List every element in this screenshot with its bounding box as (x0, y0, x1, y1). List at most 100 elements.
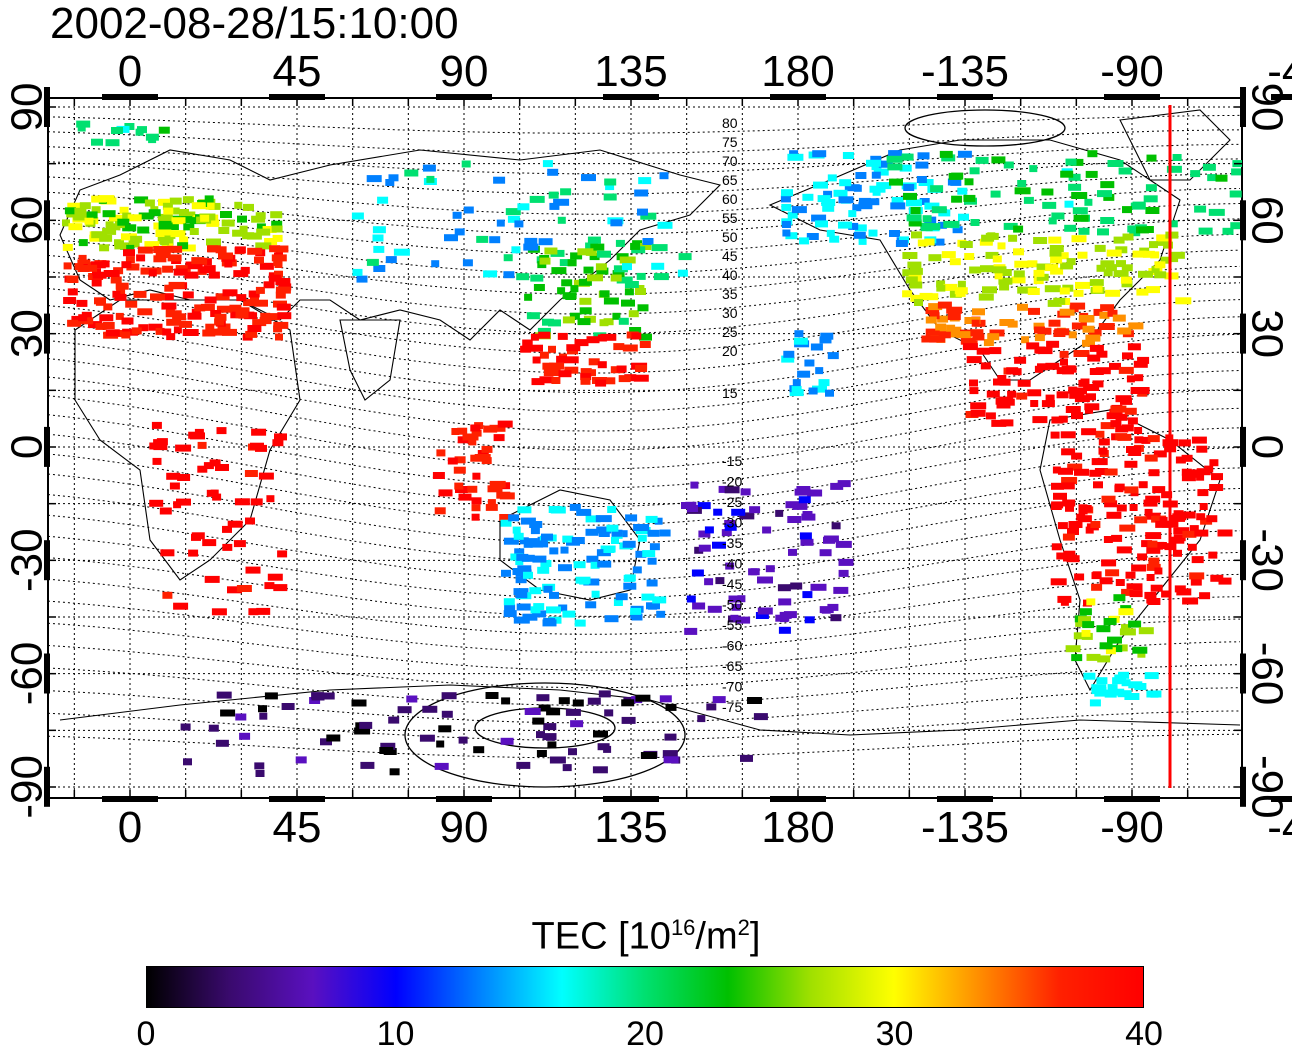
tec-cell (1083, 384, 1100, 391)
tec-cell (1067, 528, 1079, 535)
tec-cell (1059, 350, 1069, 358)
tec-cell (222, 328, 237, 336)
coastline (1119, 109, 1231, 181)
tec-cell (183, 758, 192, 766)
tec-cell (1134, 436, 1144, 444)
magnetic-latitude-label: 50 (722, 229, 738, 245)
tec-cell (1098, 323, 1115, 330)
tec-cell (419, 734, 435, 742)
tec-cell (516, 761, 531, 769)
tec-cell (1121, 424, 1134, 432)
tec-cell (1054, 328, 1070, 336)
tec-cell (434, 762, 449, 770)
tec-cell (1011, 276, 1026, 284)
tec-cell (929, 335, 946, 343)
tec-cell (868, 229, 878, 237)
tec-cell (144, 199, 155, 207)
tec-cell (731, 508, 746, 516)
tec-cell (951, 195, 963, 203)
tec-cell (1045, 362, 1060, 370)
tec-cell (1068, 183, 1082, 191)
tec-cell (1116, 260, 1126, 268)
tec-cell (138, 324, 149, 332)
magnetic-latitude-label: -25 (722, 494, 742, 510)
tec-cell (1137, 356, 1150, 364)
tec-cell (263, 281, 275, 289)
tec-cell (1098, 447, 1108, 455)
tec-cell (1127, 417, 1138, 425)
tec-cell (548, 506, 562, 513)
tec-cell (205, 202, 215, 210)
tec-cell (1204, 465, 1214, 473)
tec-cell (998, 277, 1013, 285)
tec-cell (151, 421, 162, 429)
tec-cell (598, 690, 611, 698)
tec-cell (165, 310, 182, 318)
right-lat-tick-label: -30 (1242, 528, 1291, 592)
tec-cell (277, 550, 288, 558)
tec-cell (153, 222, 164, 230)
magnetic-latitude-contour (48, 173, 1241, 215)
tec-cell (1103, 618, 1117, 625)
tec-cell (191, 533, 201, 541)
tec-cell (570, 285, 579, 293)
magnetic-latitude-contour (48, 129, 1241, 155)
axis-bar (1104, 796, 1160, 802)
tec-cell (597, 743, 610, 751)
tec-cell (951, 172, 964, 180)
tec-cell (1061, 365, 1077, 373)
tec-cell (899, 164, 912, 172)
tec-cell (252, 319, 267, 327)
tec-cell (706, 703, 717, 711)
tec-cell (1104, 500, 1118, 508)
tec-cell (1230, 222, 1242, 230)
tec-cell (964, 253, 975, 260)
tec-cell (1159, 516, 1168, 524)
tec-cell (792, 379, 801, 387)
tec-cell (234, 246, 246, 254)
tec-cell (90, 261, 106, 269)
tec-cell (1037, 363, 1048, 371)
tec-cell (853, 231, 866, 239)
tec-cell (872, 188, 881, 196)
tec-cell (501, 569, 511, 577)
tec-cell (269, 313, 281, 321)
tec-cell (1118, 167, 1132, 175)
tec-cell (830, 614, 842, 622)
tec-cell (815, 220, 828, 228)
axis-bar (269, 94, 325, 100)
tec-cell (215, 246, 227, 254)
tec-cell (272, 234, 283, 242)
tec-cell (1169, 520, 1179, 528)
tec-cell (91, 231, 108, 239)
tec-cell (599, 290, 610, 298)
tec-cell (1050, 256, 1063, 264)
tec-cell (1112, 314, 1126, 322)
tec-cell (366, 258, 379, 266)
magnetic-latitude-contour (48, 158, 1241, 195)
tec-cell (992, 266, 1007, 274)
bottom-lon-tick-label: 180 (761, 803, 834, 852)
tec-cell (697, 715, 706, 723)
tec-cell (275, 286, 291, 294)
tec-cell (563, 356, 579, 364)
tec-cell (236, 294, 247, 302)
magnetic-latitude-label: -15 (722, 453, 742, 469)
tec-cell (980, 265, 996, 273)
tec-cell (549, 756, 566, 764)
magnetic-latitude-label: -65 (722, 658, 742, 674)
tec-cell (1007, 390, 1017, 398)
coastline (339, 319, 401, 401)
tec-cell (500, 519, 512, 527)
tec-cell (794, 488, 811, 496)
right-lat-tick-label: 60 (1242, 196, 1291, 245)
axis-bar (44, 313, 50, 354)
tec-cell (935, 323, 947, 331)
tec-cell (858, 202, 873, 210)
tec-cell (529, 587, 542, 595)
tec-cell (130, 235, 143, 243)
tec-cell (1094, 244, 1106, 252)
tec-cell (99, 234, 113, 242)
tec-cell (162, 265, 174, 273)
magnetic-latitude-label: -55 (722, 617, 742, 633)
